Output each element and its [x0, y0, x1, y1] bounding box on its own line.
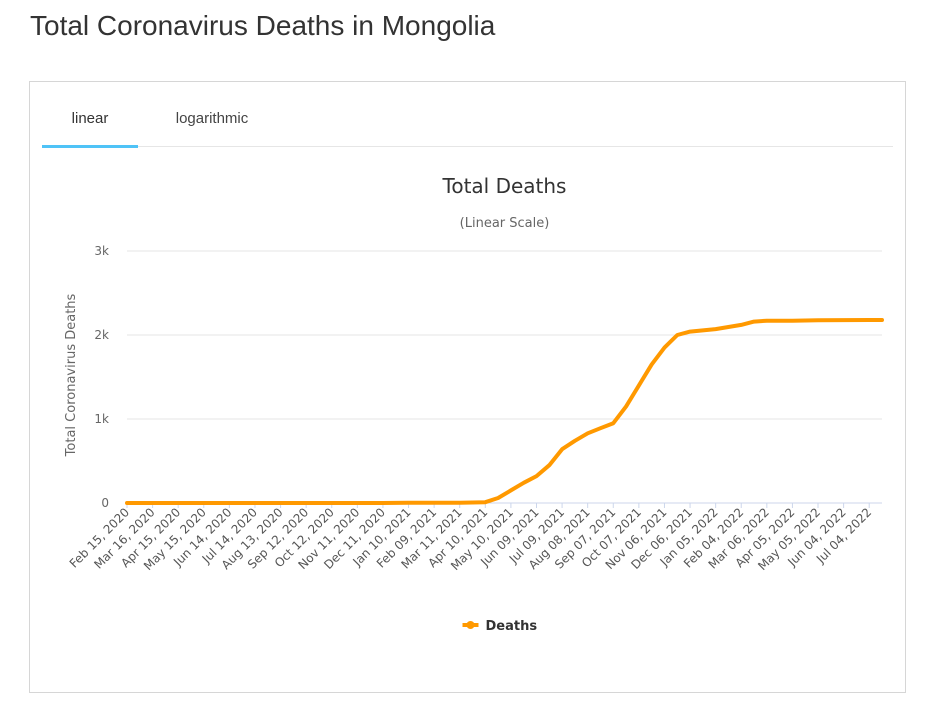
y-tick-label: 0: [101, 496, 109, 510]
y-tick-label: 2k: [94, 328, 109, 342]
tab-logarithmic[interactable]: logarithmic: [152, 102, 272, 146]
scale-tabs: linear logarithmic: [42, 102, 893, 148]
y-tick-label: 3k: [94, 244, 109, 258]
tab-logarithmic-label: logarithmic: [175, 110, 249, 127]
legend-dot-marker: [466, 621, 475, 629]
legend-label: Deaths: [486, 619, 538, 634]
tab-linear-label: linear: [71, 110, 109, 127]
y-tick-label: 1k: [94, 412, 109, 426]
deaths-series-line: [125, 318, 884, 505]
active-tab-indicator: [42, 145, 138, 148]
chart-panel: linear logarithmic Total Deaths (Linear S…: [29, 81, 906, 693]
chart-title: Total Deaths: [442, 174, 567, 198]
page-title: Total Coronavirus Deaths in Mongolia: [30, 10, 496, 41]
deaths-chart: Total Deaths (Linear Scale) 0 1k 2k 3k Total C…: [64, 174, 884, 634]
y-axis-label: Total Coronavirus Deaths: [64, 293, 79, 457]
chart-subtitle: (Linear Scale): [460, 216, 550, 231]
tab-linear[interactable]: linear: [42, 102, 138, 148]
